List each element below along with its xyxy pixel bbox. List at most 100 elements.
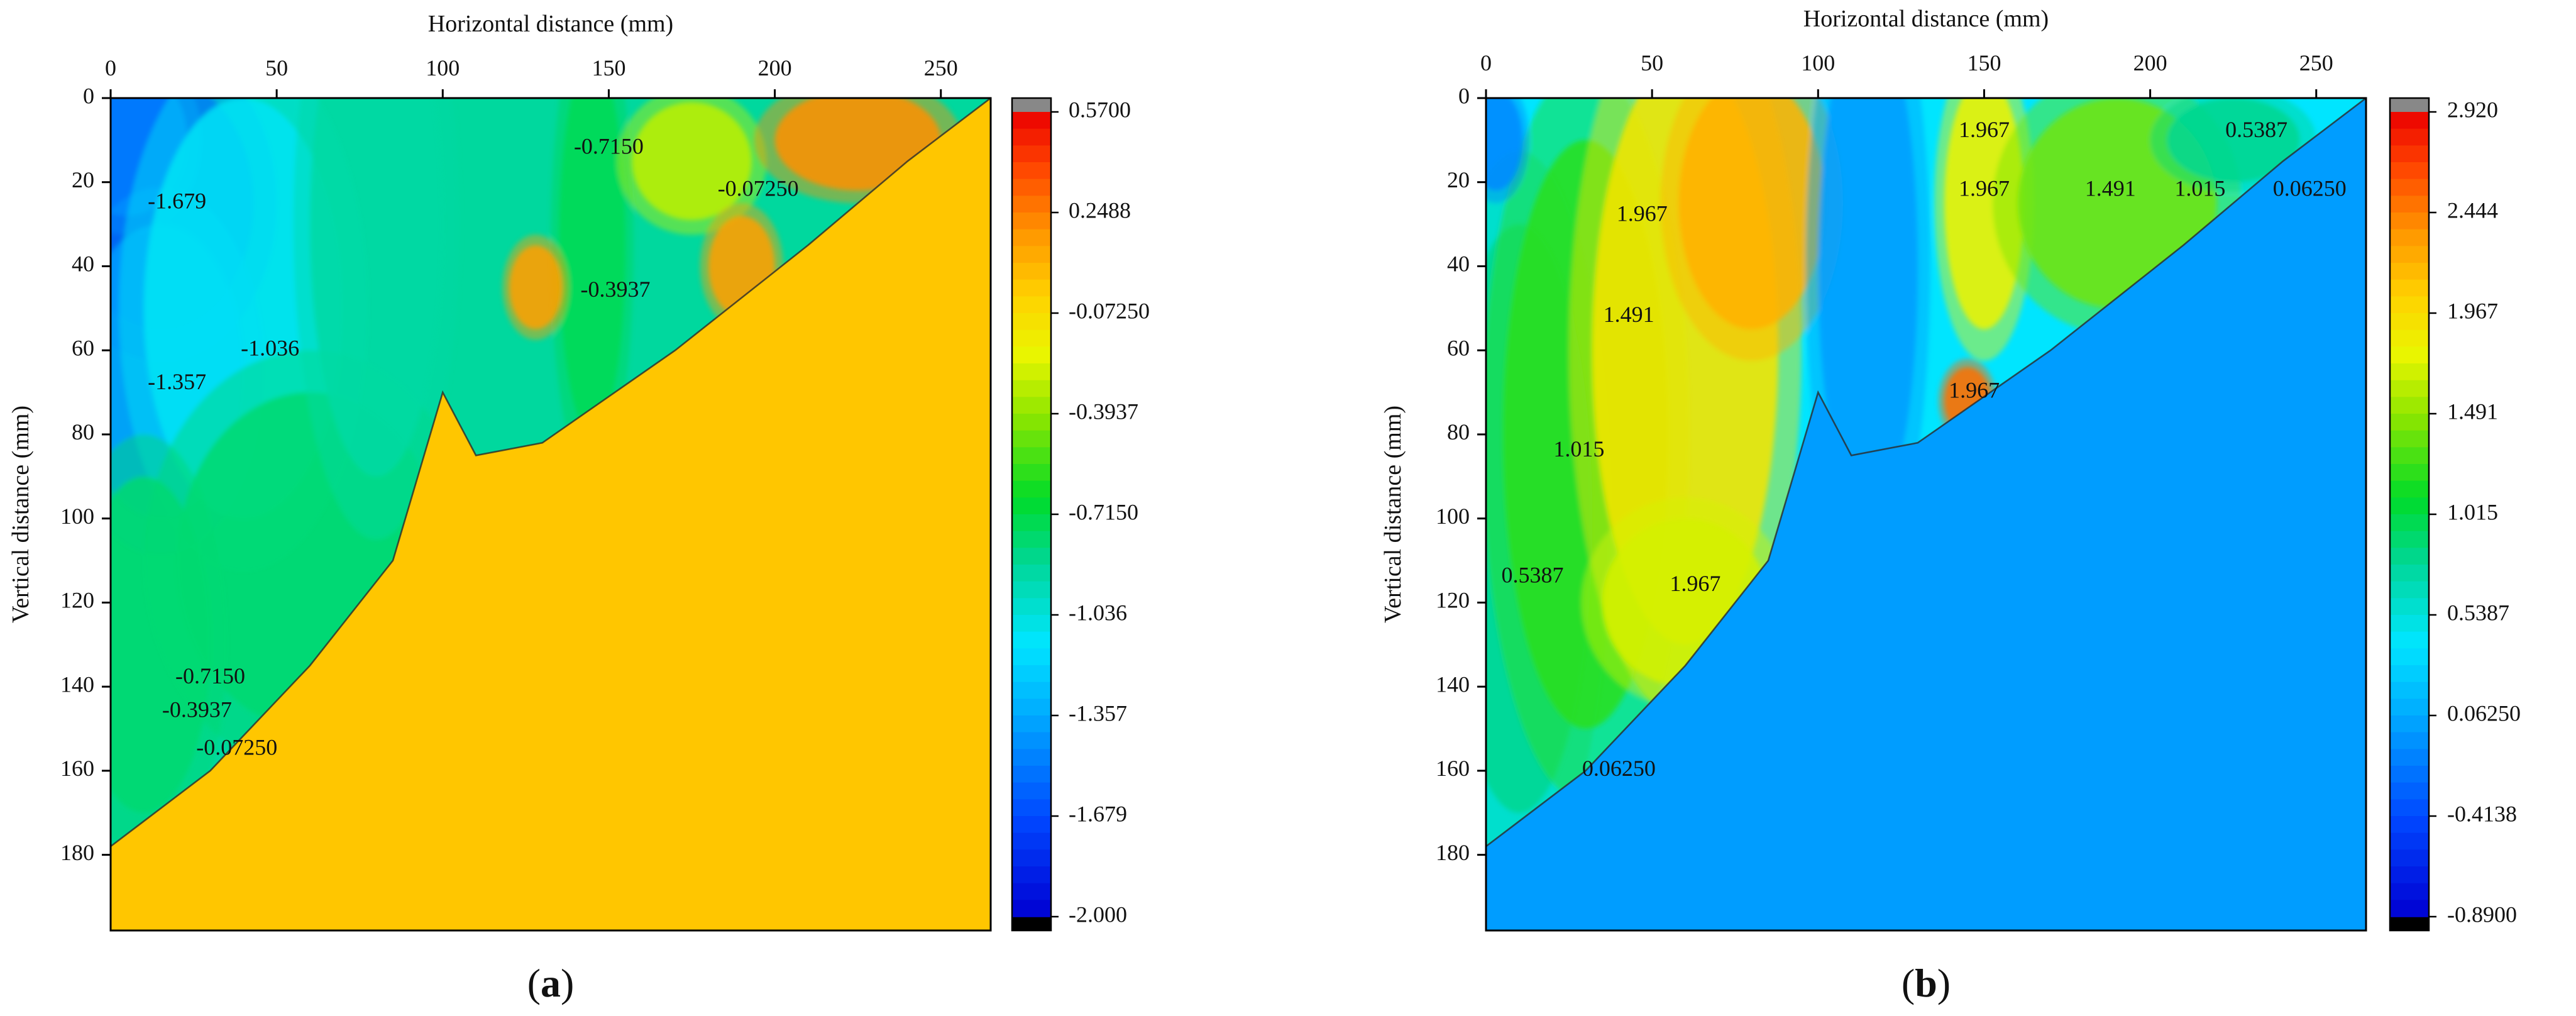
colorbar-band-a-18	[1012, 414, 1051, 431]
colorbar-tick-label-a-4: -0.7150	[1069, 499, 1138, 524]
colorbar-band-a-3	[1012, 162, 1051, 180]
contour-label-a-1: -1.357	[148, 369, 206, 394]
colorbar-band-a-1	[1012, 128, 1051, 146]
y-tick-label-b-5: 100	[1436, 504, 1470, 529]
colorbar-band-a-29	[1012, 598, 1051, 616]
contour-label-b-6: 1.967	[1617, 201, 1668, 226]
colorbar-band-a-16	[1012, 380, 1051, 398]
contour-label-b-3: 1.491	[2085, 175, 2136, 201]
colorbar-band-b-20	[2390, 447, 2429, 465]
contour-label-a-8: -0.07250	[196, 735, 277, 760]
contour-label-b-5: 0.06250	[2273, 175, 2347, 201]
colorbar-under-a	[1012, 917, 1051, 930]
colorbar-band-b-29	[2390, 598, 2429, 616]
x-tick-label-b-4: 200	[2133, 50, 2167, 75]
colorbar-band-b-42	[2390, 816, 2429, 834]
colorbar-tick-label-a-6: -1.357	[1069, 700, 1127, 726]
field-blob-a-11	[509, 245, 563, 329]
colorbar-band-a-47	[1012, 900, 1051, 917]
y-tick-label-a-0: 0	[83, 83, 94, 108]
colorbar-tick-label-a-1: 0.2488	[1069, 197, 1131, 223]
colorbar-band-b-39	[2390, 766, 2429, 783]
colorbar-band-b-36	[2390, 715, 2429, 733]
colorbar-band-a-4	[1012, 179, 1051, 197]
plot-frame-b	[1485, 97, 2367, 932]
x-axis-title-b: Horizontal distance (mm)	[1803, 6, 2049, 32]
colorbar-band-a-11	[1012, 296, 1051, 314]
colorbar-band-b-12	[2390, 313, 2429, 331]
y-tick-label-a-6: 120	[60, 588, 94, 613]
contour-label-b-0: 1.967	[1959, 117, 2010, 142]
x-tick-label-b-3: 150	[1967, 50, 2001, 75]
y-tick-label-b-6: 120	[1436, 588, 1470, 613]
colorbar-band-b-34	[2390, 682, 2429, 700]
background-region-a	[111, 98, 991, 930]
field-blob-a-7	[559, 98, 625, 434]
colorbar-band-b-45	[2390, 866, 2429, 884]
panel-b: Horizontal distance (mm) Vertical distan…	[1380, 6, 2521, 1005]
colorbar-band-a-0	[1012, 112, 1051, 130]
colorbar-band-b-43	[2390, 832, 2429, 851]
colorbar-band-a-5	[1012, 196, 1051, 213]
boundary-contour-b	[1486, 98, 2366, 848]
plot-area-b: 1.967 0.5387 1.967 1.491 1.015 0.06250 1.967 1.…	[1486, 98, 2366, 930]
y-axis-title-a: Vertical distance (mm)	[8, 406, 34, 623]
colorbar-band-a-43	[1012, 832, 1051, 851]
x-tick-label-b-2: 100	[1801, 50, 1835, 75]
colorbar-band-a-14	[1012, 346, 1051, 364]
field-blob-b-9	[2167, 98, 2300, 182]
colorbar-band-a-37	[1012, 732, 1051, 750]
colorbar-band-a-42	[1012, 816, 1051, 834]
field-blob-a-8	[632, 102, 752, 220]
colorbar-band-a-17	[1012, 397, 1051, 414]
colorbar-band-a-38	[1012, 749, 1051, 766]
colorbar-band-b-28	[2390, 581, 2429, 599]
x-tick-label-b-0: 0	[1480, 50, 1492, 75]
colorbar-tick-label-b-3: 1.491	[2447, 399, 2498, 424]
colorbar-band-a-25	[1012, 531, 1051, 549]
contour-label-a-4: -0.07250	[718, 175, 799, 201]
colorbar-band-a-10	[1012, 279, 1051, 297]
colorbar-band-a-32	[1012, 648, 1051, 666]
contour-label-a-6: -0.7150	[175, 663, 245, 688]
x-tick-label-a-3: 150	[592, 55, 625, 80]
contour-label-a-5: -0.3937	[581, 277, 651, 302]
boundary-contour-a	[111, 98, 991, 848]
colorbar-band-b-25	[2390, 531, 2429, 549]
field-blob-b-3	[1678, 98, 1825, 329]
panel-letter-b: b	[1915, 961, 1937, 1005]
colorbar-band-a-35	[1012, 698, 1051, 716]
y-tick-label-b-4: 80	[1447, 419, 1470, 444]
x-tick-label-a-4: 200	[758, 55, 792, 80]
y-ticks-a: 0 20 40 60 80 100 120 140 160 180	[60, 83, 111, 865]
colorbar-band-b-4	[2390, 179, 2429, 197]
colorbar-band-a-34	[1012, 682, 1051, 700]
y-tick-label-b-1: 20	[1447, 167, 1470, 192]
colorbar-band-a-20	[1012, 447, 1051, 465]
colorbar-tick-label-b-0: 2.920	[2447, 97, 2498, 122]
contour-label-b-7: 1.491	[1604, 302, 1654, 327]
colorbar-band-a-24	[1012, 514, 1051, 532]
background-region-b	[1486, 98, 2366, 930]
colorbar-band-a-36	[1012, 715, 1051, 733]
colorbar-tick-label-a-7: -1.679	[1069, 801, 1127, 826]
colorbar-band-a-45	[1012, 866, 1051, 884]
panel-letter-a: a	[541, 961, 561, 1005]
colorbar-band-b-44	[2390, 849, 2429, 867]
colorbar-b: 2.920 2.444 1.967 1.491 1.015 0.5387 0.06250 -0…	[2389, 97, 2521, 932]
colorbar-band-a-8	[1012, 246, 1051, 263]
colorbar-band-a-13	[1012, 329, 1051, 348]
y-axis-title-b: Vertical distance (mm)	[1380, 406, 1406, 623]
y-tick-label-b-9: 180	[1436, 840, 1470, 865]
y-tick-label-a-2: 40	[72, 251, 94, 277]
colorbar-band-b-24	[2390, 514, 2429, 532]
colorbar-tick-label-b-1: 2.444	[2447, 197, 2498, 223]
x-tick-label-b-5: 250	[2299, 50, 2333, 75]
colorbar-band-b-33	[2390, 665, 2429, 683]
colorbar-band-b-7	[2390, 229, 2429, 247]
contour-label-b-1: 0.5387	[2225, 117, 2287, 142]
panel-a: Horizontal distance (mm) Vertical distan…	[8, 11, 1150, 1005]
plot-area-a: -1.679 -1.357 -1.036 -0.7150 -0.07250 -0.3937…	[111, 98, 991, 930]
contour-label-b-9: 1.015	[1553, 436, 1604, 461]
colorbar-band-b-37	[2390, 732, 2429, 750]
